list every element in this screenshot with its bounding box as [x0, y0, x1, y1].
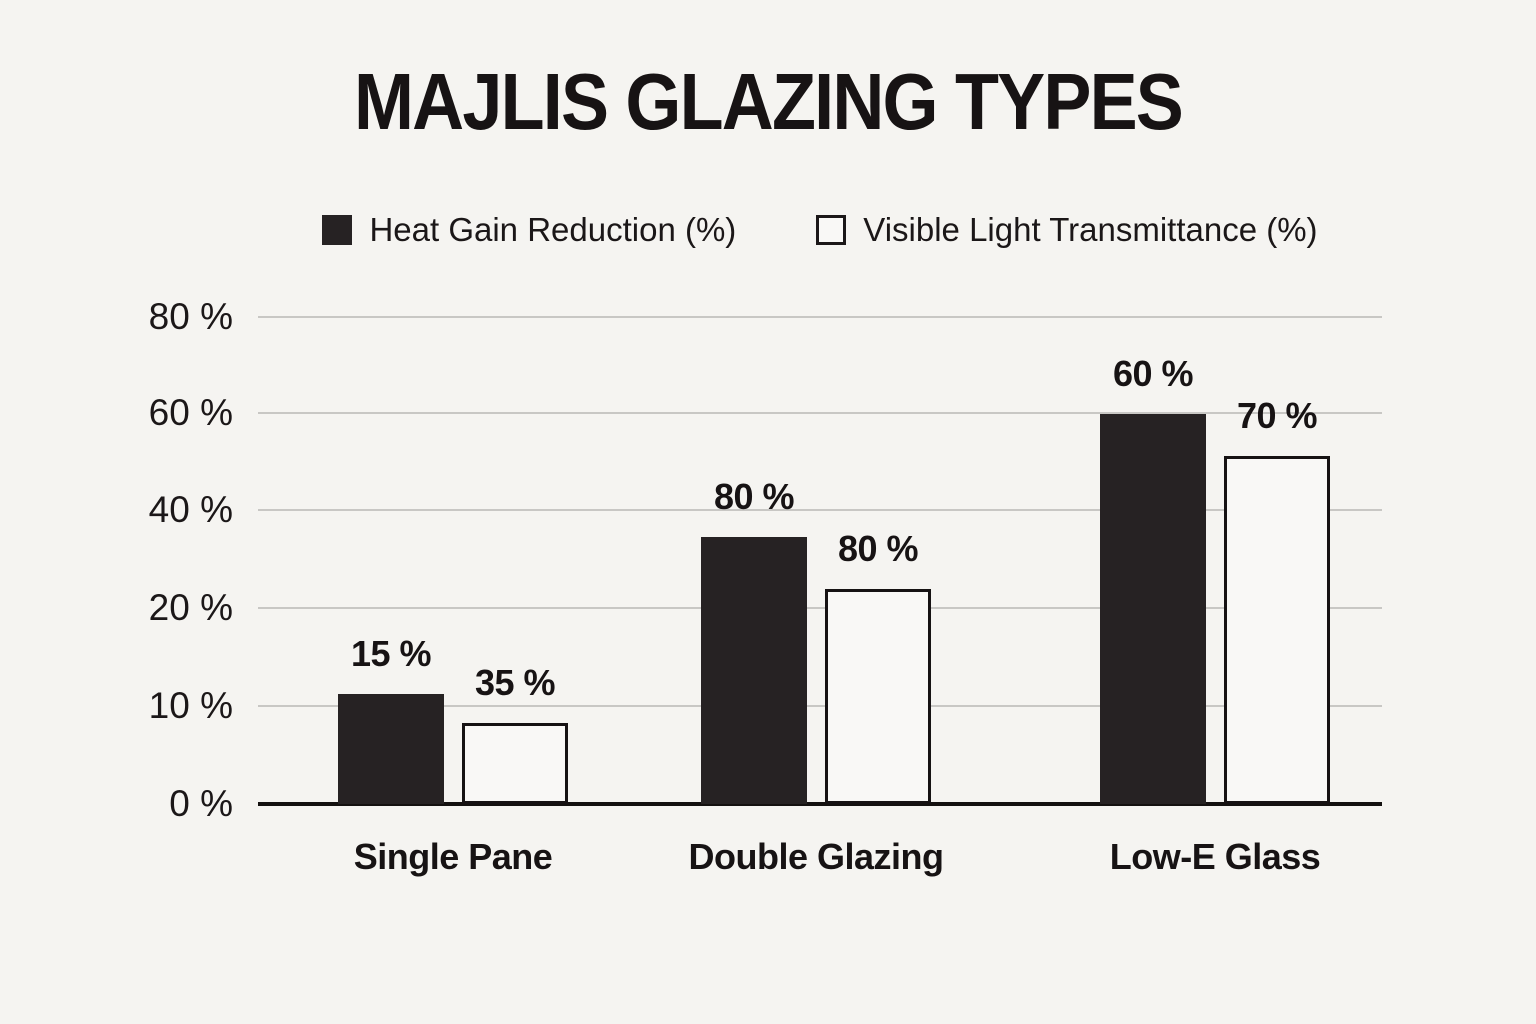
bar-outline-single-pane: [462, 723, 568, 804]
legend: Heat Gain Reduction (%) Visible Light Tr…: [258, 211, 1382, 249]
legend-swatch-outline-icon: [816, 215, 847, 245]
gridline: [258, 316, 1382, 318]
gridline: [258, 412, 1382, 414]
bar-outline-low-e-glass: [1224, 456, 1330, 804]
gridline: [258, 705, 1382, 707]
chart-title: MAJLIS GLAZING TYPES: [353, 57, 1184, 146]
bar-outline-double-glazing: [825, 589, 931, 804]
y-tick-label: 0 %: [169, 783, 233, 824]
bar-value-label: 35 %: [474, 662, 556, 703]
bar-filled-single-pane: [338, 694, 444, 804]
bar-value-label: 60 %: [1112, 353, 1194, 394]
bar-value-label: 70 %: [1236, 395, 1318, 436]
x-category-label: Double Glazing: [688, 836, 944, 877]
y-tick-label: 80 %: [148, 296, 233, 337]
y-tick-label: 40 %: [148, 489, 233, 530]
bar-filled-double-glazing: [701, 537, 807, 804]
y-tick-label: 20 %: [148, 587, 233, 628]
y-tick-label: 10 %: [148, 685, 233, 726]
y-tick-label: 60 %: [148, 392, 233, 433]
bar-value-label: 15 %: [350, 633, 432, 674]
legend-label-visible-light-transmittance: Visible Light Transmittance (%): [863, 211, 1318, 248]
legend-item-visible-light-transmittance: Visible Light Transmittance (%): [816, 211, 1318, 249]
x-category-label: Single Pane: [353, 836, 553, 877]
legend-item-heat-gain-reduction: Heat Gain Reduction (%): [322, 211, 736, 249]
gridline: [258, 607, 1382, 609]
bar-value-label: 80 %: [837, 528, 919, 569]
bar-value-label: 80 %: [713, 476, 795, 517]
legend-label-heat-gain-reduction: Heat Gain Reduction (%): [369, 211, 737, 248]
x-category-label: Low-E Glass: [1109, 836, 1321, 877]
legend-swatch-filled-icon: [322, 215, 353, 245]
gridline: [258, 509, 1382, 511]
bar-filled-low-e-glass: [1100, 414, 1206, 804]
x-axis-line: [258, 802, 1382, 806]
